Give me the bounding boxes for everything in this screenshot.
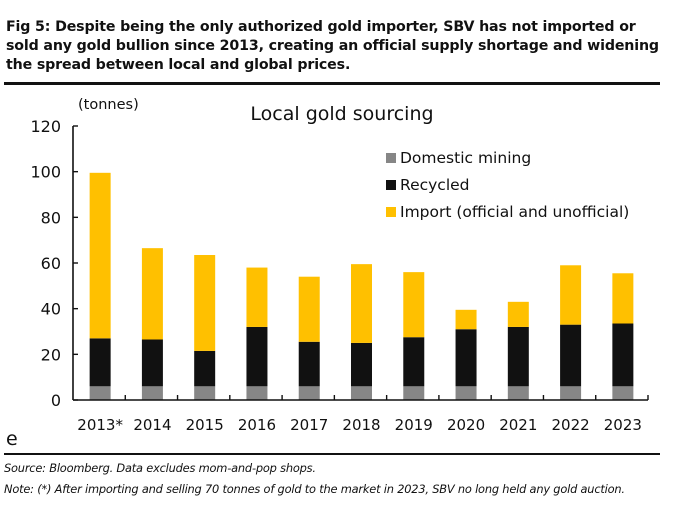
bar-domestic-mining-2016 (246, 386, 268, 400)
x-tick-label: 2020 (447, 416, 485, 434)
bar-domestic-mining-2017 (298, 386, 320, 400)
footnote: Note: (*) After importing and selling 70… (4, 482, 625, 496)
bar-domestic-mining-2023 (612, 386, 634, 400)
bar-import-official-and-unofficial-2022 (560, 265, 582, 325)
bar-recycled-2015 (194, 350, 216, 387)
bar-recycled-2016 (246, 326, 268, 387)
x-tick-label: 2016 (238, 416, 276, 434)
title-rule (4, 82, 660, 85)
legend-label: Import (official and unofficial) (400, 203, 629, 221)
bar-recycled-2021 (507, 326, 529, 387)
bar-recycled-2023 (612, 323, 634, 387)
bar-domestic-mining-2013 (89, 386, 111, 400)
chart-title: Local gold sourcing (250, 103, 433, 125)
bar-recycled-2013 (89, 338, 111, 387)
x-tick-label: 2018 (342, 416, 380, 434)
bar-recycled-2020 (455, 329, 477, 387)
bar-recycled-2018 (351, 342, 372, 387)
x-tick-label: 2015 (186, 416, 224, 434)
legend-swatch (386, 180, 396, 190)
source-note: Source: Bloomberg. Data excludes mom-and… (4, 461, 316, 475)
y-tick-label: 40 (41, 300, 61, 319)
bar-import-official-and-unofficial-2018 (351, 264, 372, 343)
bar-import-official-and-unofficial-2014 (141, 248, 163, 340)
bar-import-official-and-unofficial-2017 (298, 276, 320, 342)
x-tick-label: 2014 (133, 416, 171, 434)
y-tick-label: 120 (30, 117, 61, 136)
x-tick-label: 2017 (290, 416, 328, 434)
bar-import-official-and-unofficial-2023 (612, 273, 634, 324)
y-tick-label: 60 (41, 254, 61, 273)
bar-import-official-and-unofficial-2020 (455, 309, 477, 330)
footer-rule (4, 453, 660, 455)
x-tick-label: 2021 (499, 416, 537, 434)
bar-import-official-and-unofficial-2019 (403, 272, 425, 338)
bar-recycled-2017 (298, 341, 320, 387)
bar-domestic-mining-2021 (507, 386, 529, 400)
bar-recycled-2014 (141, 339, 163, 387)
bar-domestic-mining-2022 (560, 386, 582, 400)
legend-label: Recycled (400, 176, 470, 194)
stray-text: e (6, 428, 18, 450)
bar-domestic-mining-2019 (403, 386, 425, 400)
x-tick-label: 2023 (604, 416, 642, 434)
x-tick-label: 2022 (551, 416, 589, 434)
bar-domestic-mining-2020 (455, 386, 477, 400)
y-tick-label: 0 (51, 391, 61, 410)
bar-import-official-and-unofficial-2013 (89, 172, 111, 339)
figure-title: Fig 5: Despite being the only authorized… (6, 19, 659, 73)
legend-swatch (386, 153, 396, 163)
bar-import-official-and-unofficial-2015 (194, 255, 216, 351)
y-axis-label: (tonnes) (78, 97, 139, 113)
bar-import-official-and-unofficial-2016 (246, 267, 268, 327)
bar-domestic-mining-2014 (141, 386, 163, 400)
bar-domestic-mining-2015 (194, 386, 216, 400)
y-tick-label: 100 (30, 163, 61, 182)
bar-import-official-and-unofficial-2021 (507, 301, 529, 327)
legend-label: Domestic mining (400, 149, 531, 167)
legend-swatch (386, 207, 396, 217)
bar-recycled-2022 (560, 324, 582, 387)
x-tick-label: 2019 (395, 416, 433, 434)
bar-domestic-mining-2018 (351, 386, 372, 400)
x-tick-label: 2013* (77, 416, 123, 434)
y-tick-label: 20 (41, 345, 61, 364)
y-tick-label: 80 (41, 208, 61, 227)
bar-recycled-2019 (403, 337, 425, 387)
